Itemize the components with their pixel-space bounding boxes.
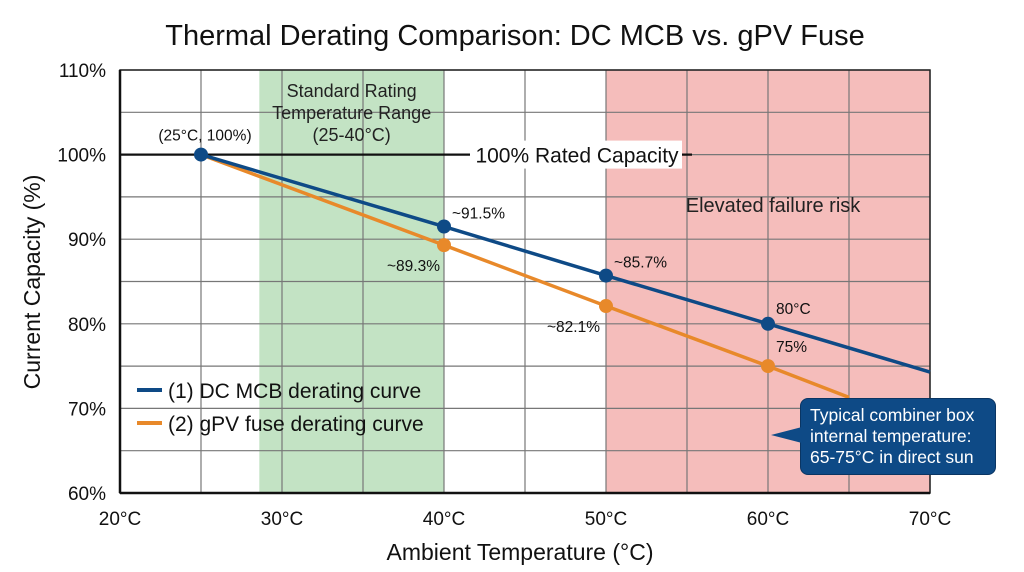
callout-line: 65-75°C in direct sun (810, 447, 974, 467)
y-tick-label: 80% (68, 315, 106, 336)
x-tick-label: 70°C (909, 509, 951, 530)
data-label: 80°C (776, 301, 811, 318)
data-label: ~82.1% (547, 319, 600, 336)
data-point-dc-mcb (761, 316, 775, 331)
data-label: (25°C, 100%) (158, 128, 251, 145)
y-tick-label: 90% (68, 230, 106, 251)
combiner-box-callout: Typical combiner box internal temperatur… (771, 398, 996, 475)
chart-title: Thermal Derating Comparison: DC MCB vs. … (165, 20, 864, 52)
legend-label: (2) gPV fuse derating curve (168, 413, 424, 436)
y-tick-label: 100% (57, 146, 106, 167)
x-tick-label: 30°C (261, 509, 303, 530)
data-point-dc-mcb (194, 147, 208, 162)
reference-label-bg (470, 140, 682, 169)
legend-label: (1) DC MCB derating curve (168, 380, 421, 403)
x-tick-label: 40°C (423, 509, 465, 530)
callout-line: internal temperature: (810, 426, 972, 446)
x-axis-label: Ambient Temperature (°C) (387, 539, 654, 565)
data-label: ~91.5% (452, 206, 505, 223)
data-label: 75% (776, 339, 807, 356)
band-label: Standard Rating (287, 81, 417, 101)
x-tick-label: 50°C (585, 509, 627, 530)
y-tick-label: 60% (68, 484, 106, 505)
data-point-dc-mcb (437, 219, 451, 234)
y-tick-label: 110% (59, 61, 106, 82)
x-tick-label: 20°C (99, 509, 141, 530)
data-label: ~85.7% (614, 255, 667, 272)
data-point-gpv-fuse (437, 238, 451, 253)
data-point-gpv-fuse (761, 359, 775, 374)
x-tick-label: 60°C (747, 509, 789, 530)
callout-line: Typical combiner box (810, 405, 975, 425)
data-label: ~89.3% (387, 258, 440, 275)
y-axis-label: Current Capacity (%) (19, 175, 45, 390)
band-label: (25-40°C) (313, 125, 391, 145)
reference-line-label: 100% Rated Capacity (475, 145, 679, 168)
failure-risk-label: Elevated failure risk (686, 195, 862, 217)
data-point-gpv-fuse (599, 299, 613, 314)
y-tick-label: 70% (68, 399, 106, 420)
band-label: Temperature Range (272, 103, 431, 123)
data-point-dc-mcb (599, 268, 613, 283)
